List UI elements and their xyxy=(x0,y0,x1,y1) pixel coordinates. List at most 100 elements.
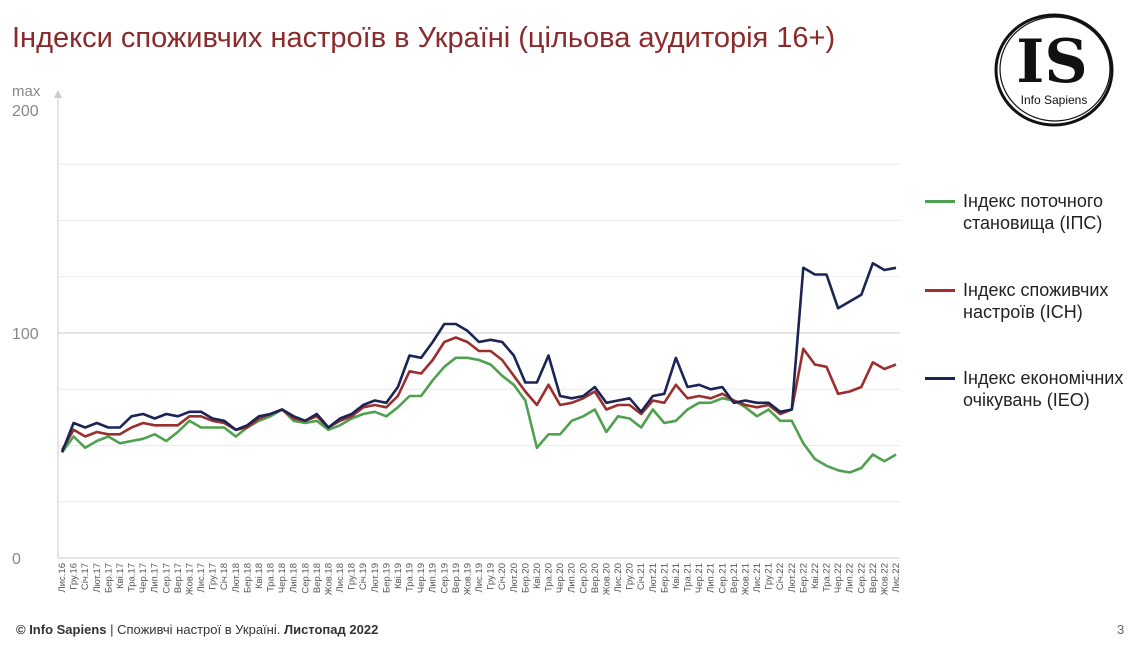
x-tick-label: Жов.19 xyxy=(462,563,473,595)
x-tick-label: Бер.18 xyxy=(242,563,253,593)
y-axis-arrow xyxy=(54,90,62,98)
x-tick-label: Тра.17 xyxy=(127,563,138,592)
x-tick-label: Лис.16 xyxy=(57,563,68,593)
x-tick-label: Лип.22 xyxy=(845,563,856,593)
x-tick-label: Тра.22 xyxy=(822,563,833,592)
footer-period: Листопад 2022 xyxy=(283,622,379,637)
x-tick-label: Сер.22 xyxy=(856,563,867,594)
x-tick-label: Січ.17 xyxy=(80,563,91,590)
series-line-isn xyxy=(60,336,897,451)
legend-swatch-isn xyxy=(925,289,955,292)
series-line-ips xyxy=(60,356,897,474)
x-tick-label: Вер.18 xyxy=(312,563,323,593)
x-tick-label: Чер.19 xyxy=(416,563,427,593)
footer-separator: | xyxy=(106,622,118,637)
y-tick-label: 200 xyxy=(12,103,39,120)
logo-name: Info Sapiens xyxy=(1021,93,1088,107)
x-tick-label: Сер.21 xyxy=(717,563,728,594)
x-tick-label: Кві.22 xyxy=(810,563,821,589)
x-tick-label: Бер.17 xyxy=(103,563,114,593)
x-tick-label: Гру.17 xyxy=(208,563,219,590)
logo-letters: IS xyxy=(1016,27,1087,97)
page-number: 3 xyxy=(1117,622,1125,637)
x-tick-label: Кві.21 xyxy=(671,563,682,589)
x-tick-label: Гру.18 xyxy=(347,563,358,590)
x-tick-labels: Лис.16 Гру.16 Січ.17 Лют.17 Бер.17 Кві.17 Тра.… xyxy=(57,563,902,595)
legend-item-ieo: Індекс економічних очікувань (IEO) xyxy=(925,367,1138,411)
x-tick-label: Лис.18 xyxy=(335,563,346,593)
x-tick-label: Січ.21 xyxy=(636,563,647,590)
x-tick-label: Жов.20 xyxy=(601,563,612,595)
x-tick-label: Вер.22 xyxy=(868,563,879,593)
x-tick-label: Лип.20 xyxy=(567,563,578,593)
y-tick-label: 0 xyxy=(12,551,21,568)
x-tick-label: Лип.19 xyxy=(428,563,439,593)
x-tick-label: Чер.21 xyxy=(694,563,705,593)
x-tick-label: Лют.17 xyxy=(92,563,103,593)
x-tick-label: Сер.17 xyxy=(161,563,172,594)
legend-label-isn: Індекс споживчих настроїв (ІСН) xyxy=(963,280,1109,322)
info-sapiens-logo: IS Info Sapiens xyxy=(994,13,1114,127)
x-tick-label: Чер.20 xyxy=(555,563,566,593)
y-axis-max-label: max xyxy=(12,83,41,100)
x-tick-label: Жов.17 xyxy=(184,563,195,595)
x-tick-label: Сер.19 xyxy=(439,563,450,594)
x-tick-label: Тра.20 xyxy=(544,563,555,592)
x-tick-label: Сер.18 xyxy=(300,563,311,594)
x-tick-label: Бер.21 xyxy=(659,563,670,593)
x-tick-label: Лис.19 xyxy=(474,563,485,593)
x-tick-label: Лют.22 xyxy=(787,563,798,593)
x-tick-label: Кві.20 xyxy=(532,563,543,589)
legend-swatch-ips xyxy=(925,200,955,203)
x-tick-label: Лип.17 xyxy=(150,563,161,593)
x-tick-label: Гру.19 xyxy=(486,563,497,590)
x-tick-label: Лют.20 xyxy=(509,563,520,593)
x-tick-label: Січ.22 xyxy=(775,563,786,590)
x-tick-label: Вер.17 xyxy=(173,563,184,593)
legend-label-ieo: Індекс економічних очікувань (IEO) xyxy=(963,368,1124,410)
footer-text: Споживчі настрої в Україні. xyxy=(117,622,284,637)
x-tick-label: Жов.22 xyxy=(879,563,890,595)
axes: max 0 100 200 xyxy=(12,83,900,568)
x-tick-label: Лип.21 xyxy=(706,563,717,593)
x-tick-label: Чер.22 xyxy=(833,563,844,593)
x-tick-label: Тра.19 xyxy=(405,563,416,592)
x-tick-label: Жов.21 xyxy=(740,563,751,595)
x-tick-label: Кві.17 xyxy=(115,563,126,589)
x-tick-label: Тра.21 xyxy=(683,563,694,592)
x-tick-label: Кві.19 xyxy=(393,563,404,589)
x-tick-label: Лис.21 xyxy=(752,563,763,593)
x-tick-label: Січ.20 xyxy=(497,563,508,590)
x-tick-label: Січ.19 xyxy=(358,563,369,590)
page-title: Індекси споживчих настроїв в Україні (ці… xyxy=(12,22,836,54)
x-tick-label: Бер.19 xyxy=(381,563,392,593)
x-tick-label: Бер.22 xyxy=(798,563,809,593)
x-tick-label: Лют.21 xyxy=(648,563,659,593)
x-tick-label: Лют.19 xyxy=(370,563,381,593)
legend-label-ips: Індекс поточного становища (ІПС) xyxy=(963,191,1104,233)
x-tick-label: Чер.18 xyxy=(277,563,288,593)
x-tick-label: Лис.17 xyxy=(196,563,207,593)
x-tick-label: Вер.19 xyxy=(451,563,462,593)
x-tick-label: Вер.21 xyxy=(729,563,740,593)
x-tick-label: Січ.18 xyxy=(219,563,230,590)
x-tick-label: Жов.18 xyxy=(323,563,334,595)
x-tick-label: Вер.20 xyxy=(590,563,601,593)
x-tick-label: Лис.20 xyxy=(613,563,624,593)
x-tick-label: Кві.18 xyxy=(254,563,265,589)
x-tick-label: Гру.16 xyxy=(69,563,80,590)
legend-swatch-ieo xyxy=(925,377,955,380)
grid-lines xyxy=(58,163,900,503)
footer: © Info Sapiens | Споживчі настрої в Укра… xyxy=(16,622,378,637)
x-tick-label: Лип.18 xyxy=(289,563,300,593)
series-line-ieo xyxy=(60,261,897,453)
series-lines xyxy=(60,261,897,474)
x-tick-label: Гру.21 xyxy=(764,563,775,590)
footer-copyright: © Info Sapiens xyxy=(16,622,107,637)
y-tick-label: 100 xyxy=(12,326,39,343)
x-tick-label: Чер.17 xyxy=(138,563,149,593)
x-tick-label: Сер.20 xyxy=(578,563,589,594)
x-tick-label: Гру.20 xyxy=(625,563,636,590)
x-tick-label: Лют.18 xyxy=(231,563,242,593)
